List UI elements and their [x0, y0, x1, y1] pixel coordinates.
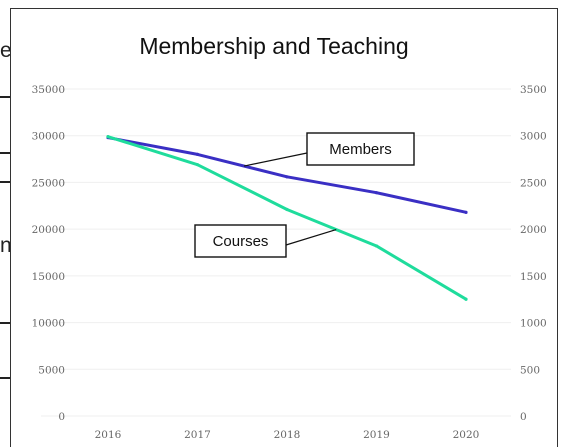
cropped-edge-dash: [0, 152, 10, 154]
right-tick-label: 3000: [520, 131, 547, 143]
data-point-courses: [285, 207, 289, 212]
callouts: Members Courses: [194, 132, 415, 258]
left-tick-label: 15000: [32, 271, 65, 283]
callout-box: [306, 132, 415, 166]
x-tick-label: 2018: [274, 429, 301, 441]
left-axis-ticks: 0 5000 10000 15000 20000 25000 30000 35000: [32, 84, 65, 423]
data-point-courses: [374, 244, 379, 248]
right-tick-label: 500: [520, 364, 540, 376]
chart-title: Membership and Teaching: [139, 33, 408, 59]
data-point-members: [285, 175, 289, 179]
callout-leader: [243, 152, 308, 167]
x-tick-label: 2020: [453, 429, 480, 441]
cropped-edge-letter: e: [0, 39, 12, 62]
data-point-members: [195, 152, 200, 156]
cropped-edge-dash: [0, 322, 10, 324]
x-tick-label: 2019: [363, 429, 390, 441]
right-axis-ticks: 0 500 1000 1500 2000 2500 3000 3500: [520, 84, 547, 423]
x-tick-label: 2016: [95, 429, 122, 441]
left-tick-label: 35000: [32, 84, 65, 96]
left-tick-label: 20000: [32, 224, 65, 236]
line-chart: Membership and Teaching 0500010000150002…: [32, 33, 547, 441]
left-tick-label: 0: [58, 411, 65, 423]
right-tick-label: 1500: [520, 271, 547, 283]
right-tick-label: 2000: [520, 224, 547, 236]
left-tick-label: 5000: [38, 364, 65, 376]
data-point-members: [374, 191, 379, 195]
x-axis-ticks: 2016 2017 2018 2019 2020: [95, 429, 480, 441]
cropped-edge-dash: [0, 377, 10, 379]
right-tick-label: 3500: [520, 84, 547, 96]
callout-leader: [285, 228, 337, 246]
x-tick-label: 2017: [184, 429, 211, 441]
data-point-courses: [106, 135, 110, 139]
data-point-courses: [464, 297, 468, 301]
data-point-courses: [195, 163, 200, 167]
right-tick-label: 0: [520, 411, 527, 423]
right-tick-label: 2500: [520, 177, 547, 189]
cropped-edge-dash: [0, 181, 10, 183]
left-tick-label: 30000: [32, 131, 65, 143]
callout-label: Courses: [213, 233, 269, 250]
series-lines: [106, 135, 468, 301]
callout-box: [194, 224, 287, 258]
cropped-edge-dash: [0, 96, 10, 98]
left-tick-label: 10000: [32, 318, 65, 330]
callout-label: Members: [329, 141, 392, 158]
left-tick-label: 25000: [32, 177, 65, 189]
cropped-edge-letter: n: [0, 234, 12, 257]
right-tick-label: 1000: [520, 318, 547, 330]
chart-frame: Membership and Teaching 0 5000 10000 15000 2…: [10, 8, 558, 447]
data-point-members: [464, 210, 468, 214]
